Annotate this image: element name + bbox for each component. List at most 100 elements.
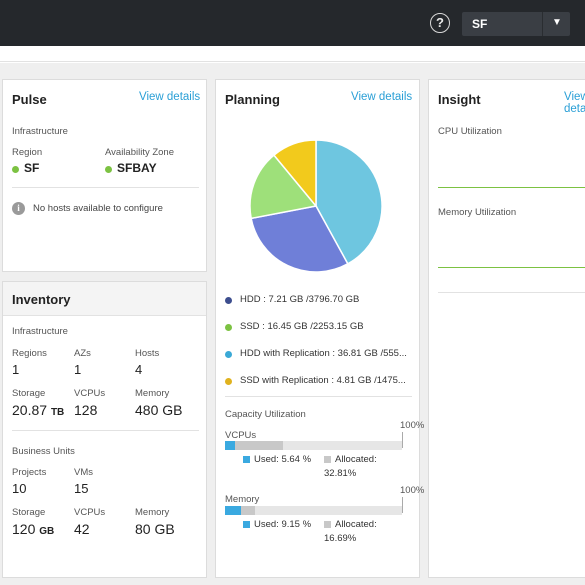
vcpus-allocated-label: Allocated: — [335, 454, 377, 465]
region-select-value: SF — [472, 17, 488, 31]
insight-divider — [438, 292, 585, 293]
vcpus-used-label: Used: 5.64 % — [254, 454, 312, 465]
memory-value: 480 GB — [135, 402, 183, 418]
azs-value: 1 — [74, 362, 82, 377]
vcpus-used-fill — [225, 441, 235, 450]
planning-card: Planning View details HDD : 7.21 GB /379… — [215, 79, 424, 578]
planning-card-header: Planning View details — [216, 80, 419, 116]
vcpus-allocated-fill — [225, 441, 284, 450]
memory-allocated-value: 16.69% — [324, 533, 357, 544]
cpu-utilization-line — [438, 187, 585, 188]
pie-slice-hdd — [250, 205, 349, 273]
memory-allocated-label: Allocated: — [335, 519, 377, 530]
inventory-title: Inventory — [12, 292, 71, 307]
bu-memory-label: Memory — [135, 507, 170, 518]
regions-value: 1 — [12, 362, 20, 377]
pulse-card: Pulse View details Infrastructure Region… — [2, 79, 207, 272]
bu-storage-amount: 120 — [12, 521, 36, 537]
inventory-card: Inventory Infrastructure Regions 1 AZs 1… — [2, 281, 207, 578]
used-legend-square — [243, 456, 250, 463]
bu-vcpus-label: VCPUs — [74, 507, 106, 518]
memory-bar-label: Memory — [225, 494, 260, 505]
select-divider — [542, 12, 543, 36]
projects-label: Projects — [12, 467, 47, 478]
memory-utilization-line — [438, 267, 585, 268]
planning-view-details-link[interactable]: View details — [351, 91, 413, 103]
legend-dot-ssd — [225, 324, 232, 331]
storage-label: Storage — [12, 388, 46, 399]
legend-dot-hdd — [225, 297, 232, 304]
bu-storage-label: Storage — [12, 507, 46, 518]
azs-label: AZs — [74, 348, 91, 359]
allocated-legend-square — [324, 521, 331, 528]
pie-slice-ssd-with-replication — [272, 139, 317, 209]
insight-card: Insight View details CPU Utilization Mem… — [428, 79, 585, 578]
storage-value: 20.87 TB — [12, 402, 64, 418]
pulse-title: Pulse — [12, 92, 47, 107]
insight-view-details-link[interactable]: View details — [564, 91, 585, 115]
storage-pie-chart — [249, 139, 383, 273]
storage-amount: 20.87 — [12, 402, 48, 418]
hosts-label: Hosts — [135, 348, 160, 359]
used-legend-square — [243, 521, 250, 528]
memory-progress-bar — [225, 506, 402, 515]
region-select[interactable]: SF ▼ — [462, 12, 570, 36]
region-label: Region — [12, 147, 43, 158]
insight-card-header: Insight View details — [429, 80, 585, 116]
help-circle-icon[interactable]: ? — [430, 13, 450, 33]
legend-ssd-replication: SSD with Replication : 4.81 GB /1475... — [240, 375, 406, 386]
bu-memory-value: 80 GB — [135, 521, 175, 537]
sub-bar — [0, 46, 585, 62]
legend-hdd-replication: HDD with Replication : 36.81 GB /555... — [240, 348, 407, 359]
inventory-divider — [12, 430, 199, 431]
vcpus-value: 128 — [74, 402, 98, 418]
legend-dot-hdd-replication — [225, 351, 232, 358]
vcpus-bar-label: VCPUs — [225, 430, 257, 441]
insight-title: Insight — [438, 92, 481, 107]
pie-slice-hdd-with-replication — [315, 139, 383, 265]
capacity-divider — [225, 396, 412, 397]
inventory-infra-label: Infrastructure — [12, 326, 68, 337]
memory-used-fill — [225, 506, 242, 515]
legend-hdd: HDD : 7.21 GB /3796.70 GB — [240, 294, 360, 305]
legend-ssd: SSD : 16.45 GB /2253.15 GB — [240, 321, 364, 332]
business-units-label: Business Units — [12, 446, 75, 457]
bu-vcpus-value: 42 — [74, 521, 90, 537]
pulse-card-header: Pulse View details — [3, 80, 206, 116]
az-status-dot — [105, 166, 112, 173]
caret-down-icon[interactable]: ▼ — [552, 17, 562, 28]
region-status-dot — [12, 166, 19, 173]
projects-value: 10 — [12, 481, 27, 496]
vcpus-max-tick — [402, 432, 403, 448]
planning-title: Planning — [225, 92, 280, 107]
no-hosts-notice: No hosts available to configure — [33, 203, 163, 214]
bu-storage-value: 120 GB — [12, 521, 54, 537]
hosts-value: 4 — [135, 362, 143, 377]
allocated-legend-square — [324, 456, 331, 463]
pulse-section-label: Infrastructure — [12, 126, 68, 137]
vcpus-max-label: 100% — [400, 420, 425, 431]
memory-used-label: Used: 9.15 % — [254, 519, 312, 530]
dashboard-canvas: Pulse View details Infrastructure Region… — [0, 63, 585, 585]
vcpus-allocated-value: 32.81% — [324, 468, 357, 479]
storage-unit: TB — [50, 407, 65, 418]
pulse-divider — [12, 187, 199, 188]
pulse-view-details-link[interactable]: View details — [139, 91, 201, 103]
memory-max-label: 100% — [400, 485, 425, 496]
info-icon: i — [12, 202, 25, 215]
az-value: SFBAY — [117, 161, 157, 175]
vcpus-progress-bar — [225, 441, 402, 450]
regions-label: Regions — [12, 348, 47, 359]
az-label: Availability Zone — [105, 147, 175, 158]
memory-utilization-label: Memory Utilization — [438, 207, 517, 218]
vms-label: VMs — [74, 467, 93, 478]
bu-storage-unit: GB — [39, 526, 55, 537]
memory-max-tick — [402, 497, 403, 513]
region-value: SF — [24, 161, 40, 175]
vcpus-label: VCPUs — [74, 388, 106, 399]
pie-slice-ssd — [249, 154, 318, 220]
vms-value: 15 — [74, 481, 89, 496]
legend-dot-ssd-replication — [225, 378, 232, 385]
inventory-card-header: Inventory — [3, 282, 206, 316]
memory-label: Memory — [135, 388, 170, 399]
